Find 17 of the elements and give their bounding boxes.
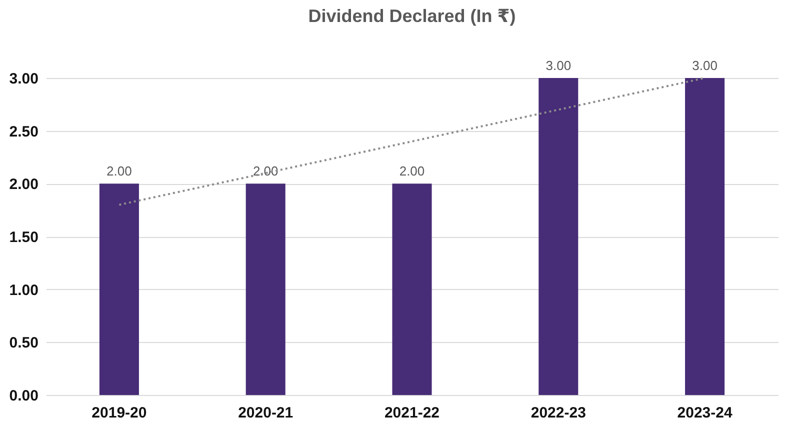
y-tick-label: 2.00: [9, 176, 38, 194]
y-tick-label: 1.50: [9, 229, 38, 246]
x-tick-label: 2022-23: [530, 404, 586, 422]
chart-title: Dividend Declared (In ₹): [308, 6, 516, 26]
data-label: 2.00: [399, 164, 425, 179]
x-tick-label: 2021-22: [384, 404, 440, 422]
x-tick-label: 2020-21: [238, 404, 294, 422]
y-tick-label: 0.00: [9, 388, 38, 404]
y-tick-label: 0.50: [9, 334, 38, 352]
x-tick-label: 2023-24: [677, 404, 733, 422]
data-label: 3.00: [692, 58, 718, 73]
y-tick-label: 2.50: [9, 123, 38, 140]
data-label: 3.00: [546, 58, 572, 73]
x-tick-label: 2019-20: [92, 404, 147, 422]
data-label: 2.00: [106, 164, 132, 179]
y-tick-label: 3.00: [9, 70, 38, 88]
y-tick-label: 1.00: [9, 282, 38, 299]
